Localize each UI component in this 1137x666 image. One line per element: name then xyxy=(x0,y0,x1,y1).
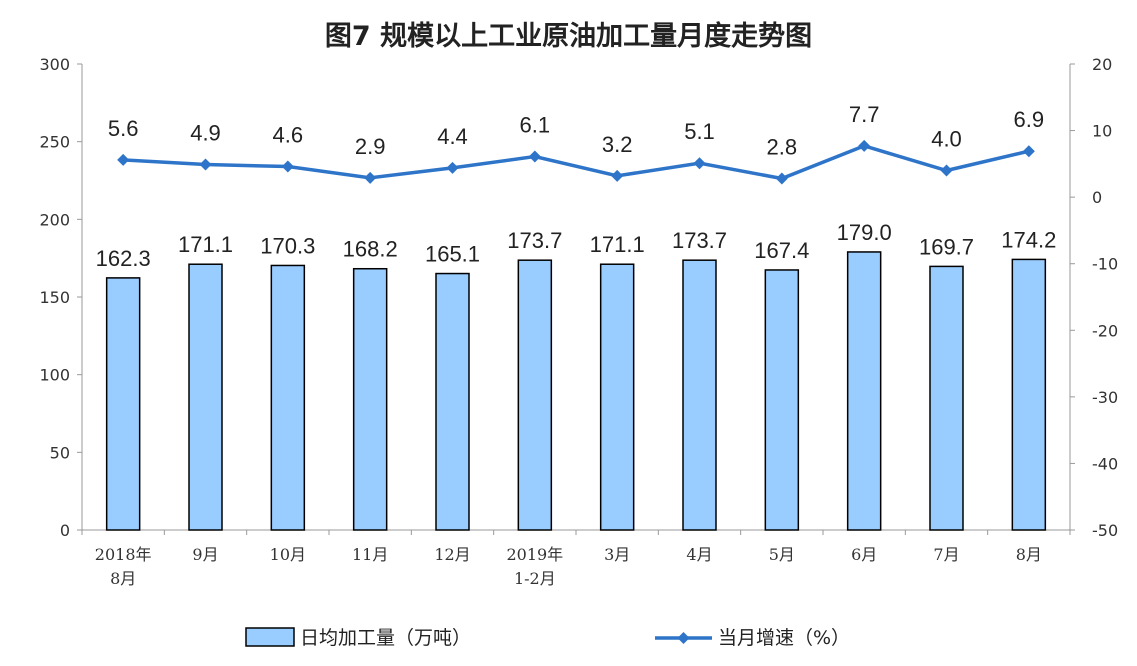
bar-value-label: 162.3 xyxy=(96,246,151,271)
line-point xyxy=(199,158,212,171)
x-tick-label: 9月 xyxy=(192,545,218,564)
bar-value-label: 168.2 xyxy=(343,237,398,262)
line-point xyxy=(858,139,871,152)
line-value-label: 2.9 xyxy=(355,134,386,159)
bar-value-label: 171.1 xyxy=(178,232,233,257)
x-tick-label: 11月 xyxy=(352,545,388,564)
bar xyxy=(270,264,306,531)
chart-title: 图7 规模以上工业原油加工量月度走势图 xyxy=(324,21,813,52)
line-point xyxy=(611,169,624,182)
bar xyxy=(1011,258,1047,531)
x-tick-label: 12月 xyxy=(434,545,470,564)
line-value-label: 2.8 xyxy=(767,135,798,160)
line-point xyxy=(117,153,130,166)
line-point xyxy=(940,164,953,177)
line-value-label: 3.2 xyxy=(602,132,633,157)
line-point xyxy=(364,171,377,184)
x-tick-label: 8月 xyxy=(110,569,136,588)
bar xyxy=(764,269,800,531)
legend-bar-swatch xyxy=(245,627,295,647)
y-right-tick-label: 0 xyxy=(1092,188,1102,207)
bar-value-label: 173.7 xyxy=(672,228,727,253)
line-value-label: 4.4 xyxy=(437,124,468,149)
x-tick-label: 3月 xyxy=(604,545,630,564)
bar xyxy=(435,272,470,531)
bar-value-label: 167.4 xyxy=(754,238,809,263)
legend-bar-label: 日均加工量（万吨） xyxy=(300,627,471,649)
line-value-label: 7.7 xyxy=(849,102,880,127)
line-value-label: 6.9 xyxy=(1014,107,1045,132)
bar xyxy=(599,263,635,531)
legend-line-marker xyxy=(677,632,690,644)
bar xyxy=(188,263,223,531)
x-tick-label: 6月 xyxy=(851,545,877,564)
y-right-tick-label: 20 xyxy=(1092,55,1112,74)
y-right-tick-label: -30 xyxy=(1092,388,1118,407)
bar xyxy=(682,259,717,531)
line-point xyxy=(446,161,459,174)
bar xyxy=(846,251,882,531)
bar-value-label: 165.1 xyxy=(425,242,480,267)
line-value-label: 6.1 xyxy=(520,113,551,138)
x-tick-label: 2019年 xyxy=(506,545,563,564)
bar-value-label: 171.1 xyxy=(590,232,645,257)
y-left-tick-label: 250 xyxy=(39,133,70,152)
y-right-tick-label: -10 xyxy=(1092,255,1118,274)
y-right-tick-label: 10 xyxy=(1092,122,1112,141)
line-value-label: 5.6 xyxy=(108,116,139,141)
line-point xyxy=(775,172,788,185)
x-tick-label: 2018年 xyxy=(95,545,152,564)
y-right-tick-label: -20 xyxy=(1092,321,1118,340)
y-left-tick-label: 0 xyxy=(60,521,70,540)
bar xyxy=(105,277,141,531)
x-tick-label: 5月 xyxy=(769,545,795,564)
x-tick-label: 7月 xyxy=(933,545,959,564)
line-point xyxy=(281,160,294,173)
x-tick-label: 10月 xyxy=(270,545,306,564)
bar-value-label: 174.2 xyxy=(1001,227,1056,252)
line-value-label: 4.9 xyxy=(190,121,221,146)
x-tick-label: 4月 xyxy=(686,545,712,564)
y-right-tick-label: -50 xyxy=(1092,521,1118,540)
line-value-label: 4.0 xyxy=(931,127,962,152)
line-point xyxy=(528,150,541,163)
x-tick-label: 8月 xyxy=(1016,545,1042,564)
bar xyxy=(352,267,388,531)
y-left-tick-label: 100 xyxy=(39,366,70,385)
line-value-label: 4.6 xyxy=(273,123,304,148)
bar xyxy=(517,259,553,531)
line-point xyxy=(1022,145,1035,158)
line-point xyxy=(693,157,706,170)
bar-value-label: 173.7 xyxy=(507,228,562,253)
bar-value-label: 179.0 xyxy=(837,220,892,245)
y-left-tick-label: 50 xyxy=(50,443,70,462)
growth-line xyxy=(123,144,1030,181)
bar-value-label: 169.7 xyxy=(919,234,974,259)
bar-value-label: 170.3 xyxy=(260,233,315,258)
bar xyxy=(929,265,964,531)
y-left-tick-label: 150 xyxy=(39,288,70,307)
x-tick-label: 1-2月 xyxy=(514,569,556,588)
legend-line-label: 当月增速（%） xyxy=(718,627,850,649)
y-left-tick-label: 300 xyxy=(39,55,70,74)
y-left-tick-label: 200 xyxy=(39,210,70,229)
line-value-label: 5.1 xyxy=(684,119,715,144)
y-right-tick-label: -40 xyxy=(1092,454,1118,473)
